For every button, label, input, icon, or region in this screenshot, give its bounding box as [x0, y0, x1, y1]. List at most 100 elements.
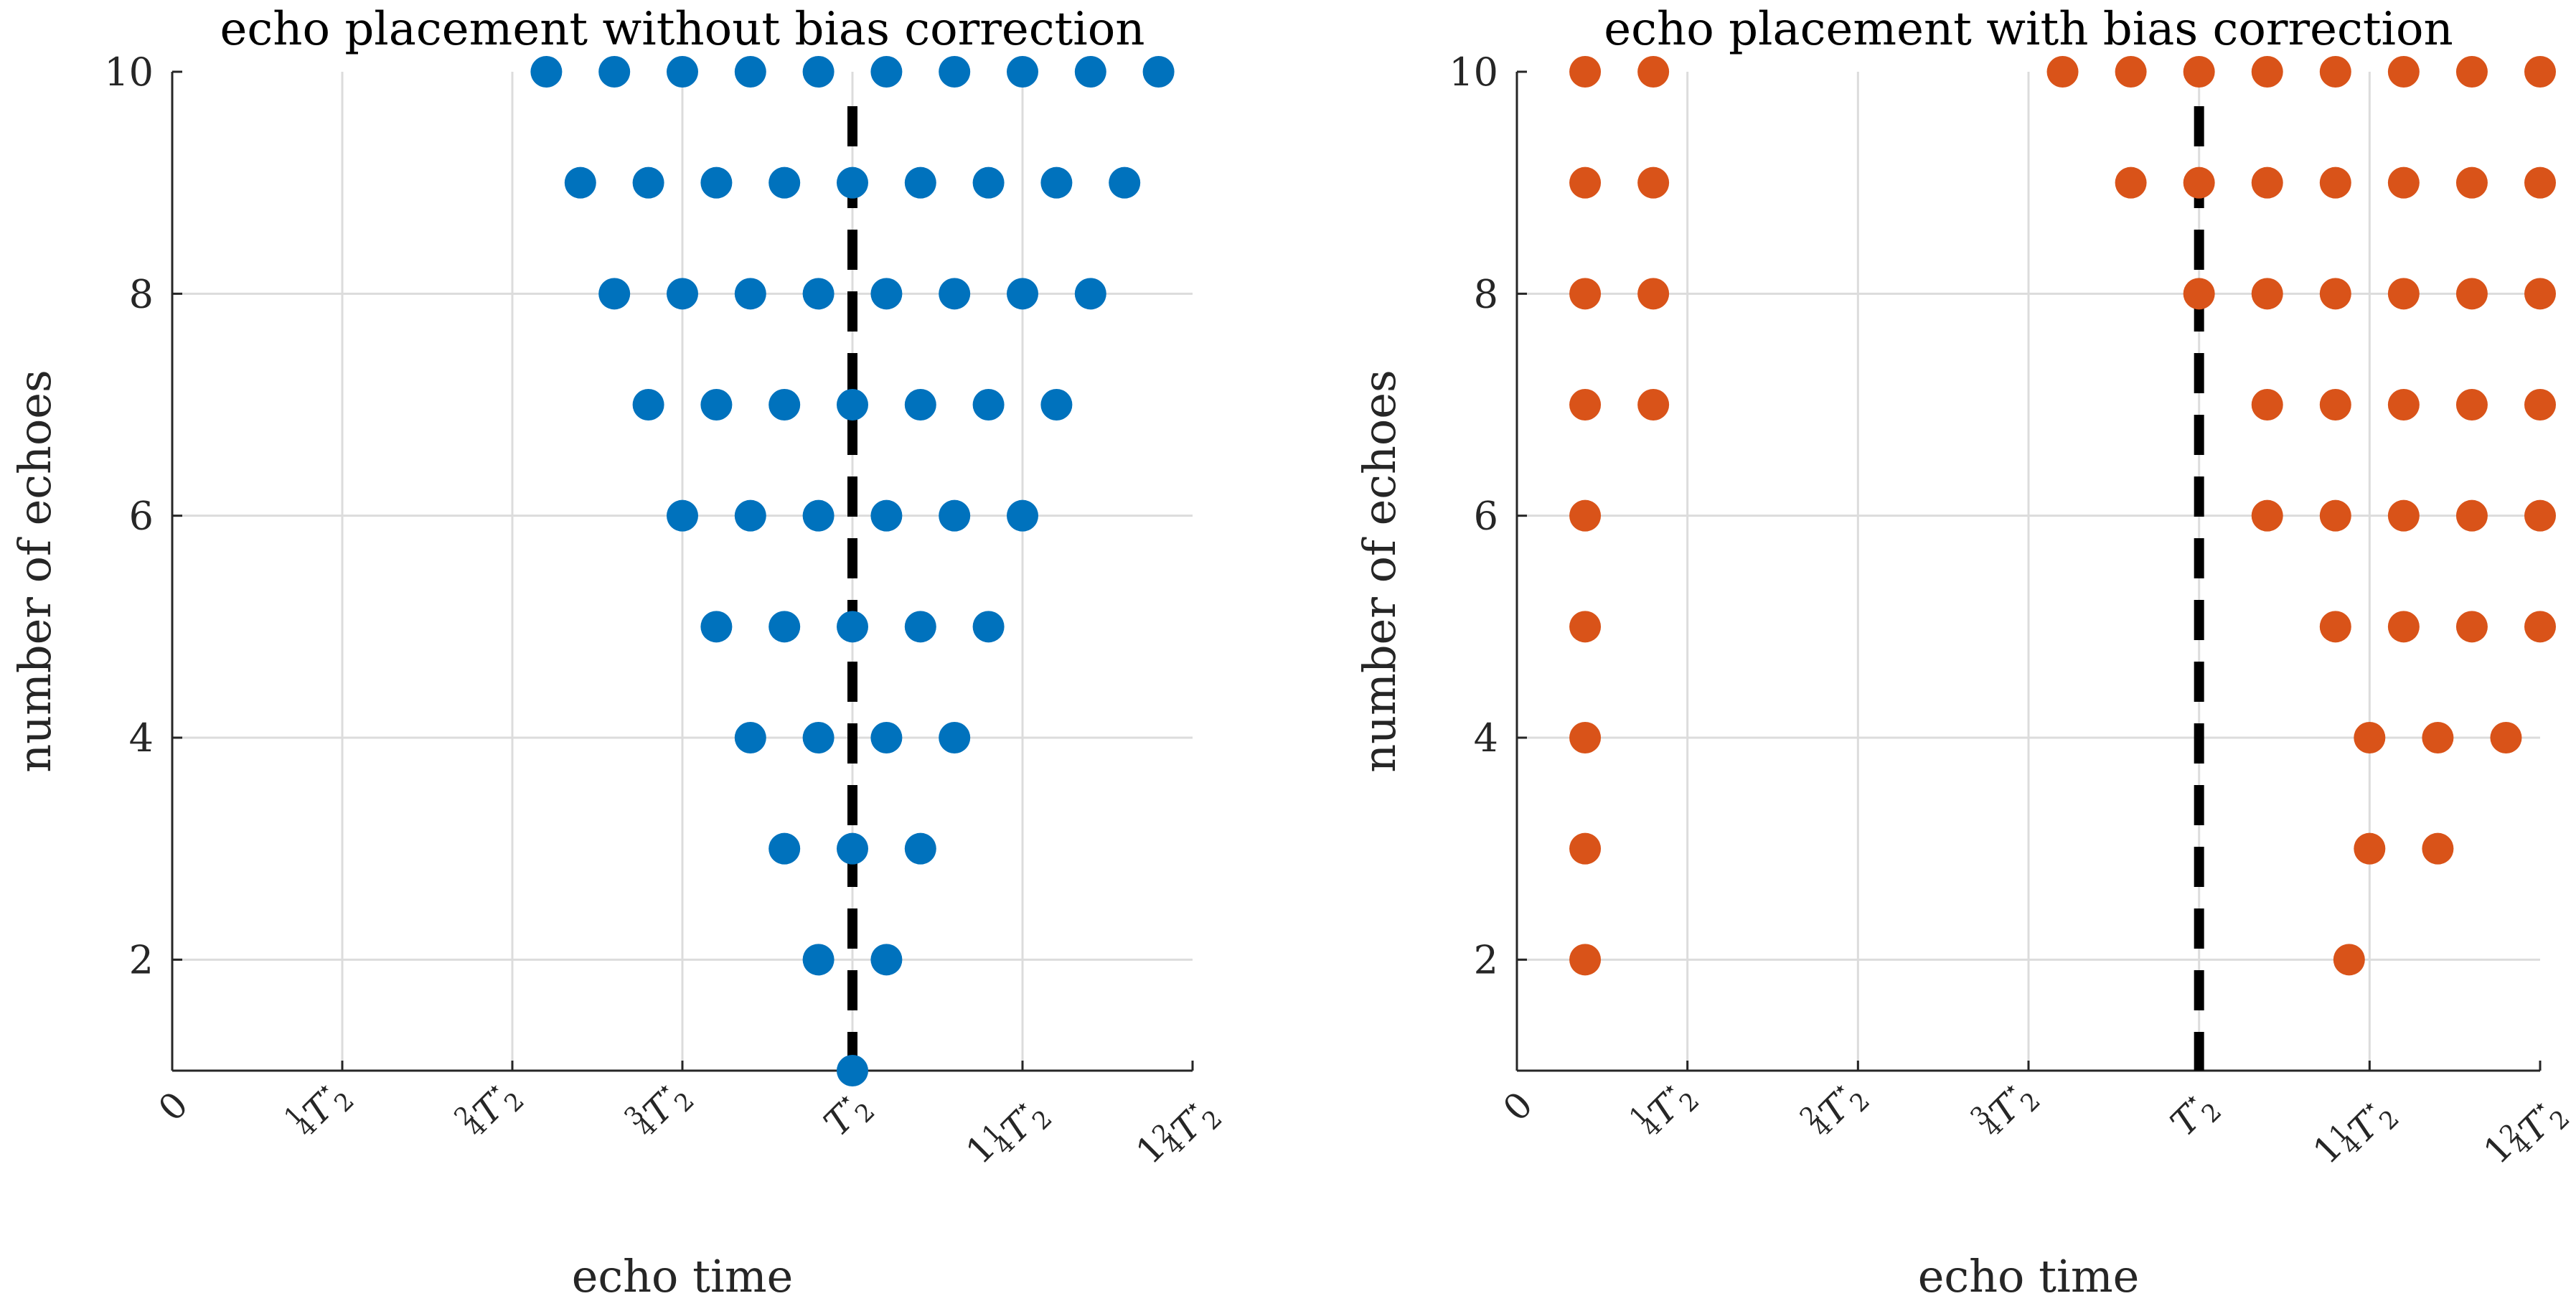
- data-point: [768, 611, 801, 643]
- data-point: [1637, 278, 1670, 310]
- data-point: [2387, 611, 2420, 643]
- data-point: [2524, 56, 2556, 88]
- data-point: [904, 832, 936, 865]
- y-tick-label: 8: [1474, 271, 1498, 316]
- data-point: [1637, 389, 1670, 421]
- data-point: [2319, 389, 2351, 421]
- x-axis-label: echo time: [572, 1250, 794, 1301]
- data-point: [2387, 499, 2420, 532]
- data-point: [2387, 166, 2420, 199]
- data-point: [2319, 166, 2351, 199]
- data-point: [837, 1055, 868, 1086]
- data-point: [1007, 278, 1038, 310]
- data-point: [837, 166, 868, 199]
- y-tick-label: 10: [1449, 50, 1498, 95]
- data-point: [632, 166, 664, 199]
- data-point: [837, 611, 868, 643]
- data-point: [2354, 832, 2386, 865]
- data-point: [564, 166, 596, 199]
- data-point: [2490, 722, 2522, 753]
- data-point: [904, 389, 936, 421]
- chart-title: echo placement with bias correction: [1604, 3, 2453, 56]
- data-point: [802, 278, 835, 310]
- y-axis-label: number of echoes: [9, 370, 61, 773]
- x-axis-label: echo time: [1918, 1250, 2140, 1301]
- data-point: [1637, 56, 1670, 88]
- data-point: [2422, 832, 2454, 865]
- data-point: [837, 389, 868, 421]
- data-point: [1569, 832, 1602, 865]
- data-point: [2251, 389, 2283, 421]
- data-point: [2046, 56, 2079, 88]
- x-tick-label: 114T⋆2: [2305, 1091, 2405, 1172]
- data-point: [734, 56, 766, 88]
- data-point: [2455, 611, 2488, 643]
- data-point: [2115, 166, 2147, 199]
- data-point: [1569, 389, 1602, 421]
- data-point: [2387, 389, 2420, 421]
- data-point: [802, 56, 835, 88]
- data-point: [2387, 56, 2420, 88]
- data-point: [768, 832, 801, 865]
- data-point: [1569, 278, 1602, 310]
- data-point: [802, 499, 835, 532]
- y-tick-label: 4: [1474, 715, 1498, 761]
- data-point: [667, 56, 698, 88]
- data-point: [2387, 278, 2420, 310]
- data-point: [1040, 166, 1073, 199]
- data-point: [2422, 722, 2454, 753]
- data-point: [2455, 389, 2488, 421]
- data-point: [904, 611, 936, 643]
- data-point: [2524, 611, 2556, 643]
- data-point: [2524, 389, 2556, 421]
- data-point: [972, 611, 1005, 643]
- data-point: [1007, 56, 1038, 88]
- data-point: [2251, 166, 2283, 199]
- data-point: [870, 722, 903, 753]
- data-point: [904, 166, 936, 199]
- data-point: [2115, 56, 2147, 88]
- data-point: [1109, 166, 1141, 199]
- data-point: [2455, 499, 2488, 532]
- data-point: [2319, 278, 2351, 310]
- data-point: [2251, 56, 2283, 88]
- data-point: [1040, 389, 1073, 421]
- data-point: [2455, 278, 2488, 310]
- data-point: [939, 499, 971, 532]
- data-point: [667, 278, 698, 310]
- data-point: [972, 166, 1005, 199]
- y-tick-label: 8: [129, 271, 154, 316]
- data-point: [768, 389, 801, 421]
- data-point: [2183, 278, 2215, 310]
- y-tick-label: 4: [129, 715, 154, 761]
- data-point: [870, 944, 903, 976]
- data-point: [2319, 499, 2351, 532]
- data-point: [734, 499, 766, 532]
- data-point: [870, 278, 903, 310]
- data-point: [700, 389, 733, 421]
- data-point: [1074, 278, 1106, 310]
- y-tick-label: 6: [129, 494, 154, 539]
- data-point: [1142, 56, 1175, 88]
- data-point: [2319, 56, 2351, 88]
- y-axis-label: number of echoes: [1353, 370, 1406, 773]
- data-point: [1569, 166, 1602, 199]
- data-point: [2524, 499, 2556, 532]
- data-point: [530, 56, 563, 88]
- data-point: [1007, 499, 1038, 532]
- data-point: [2183, 56, 2215, 88]
- data-point: [768, 166, 801, 199]
- chart-title: echo placement without bias correction: [220, 3, 1145, 56]
- data-point: [734, 722, 766, 753]
- data-point: [2251, 499, 2283, 532]
- data-point: [870, 56, 903, 88]
- data-point: [734, 278, 766, 310]
- data-point: [1569, 944, 1602, 976]
- y-tick-label: 2: [129, 937, 154, 982]
- y-tick-label: 6: [1474, 494, 1498, 539]
- data-point: [939, 722, 971, 753]
- data-point: [2354, 722, 2386, 753]
